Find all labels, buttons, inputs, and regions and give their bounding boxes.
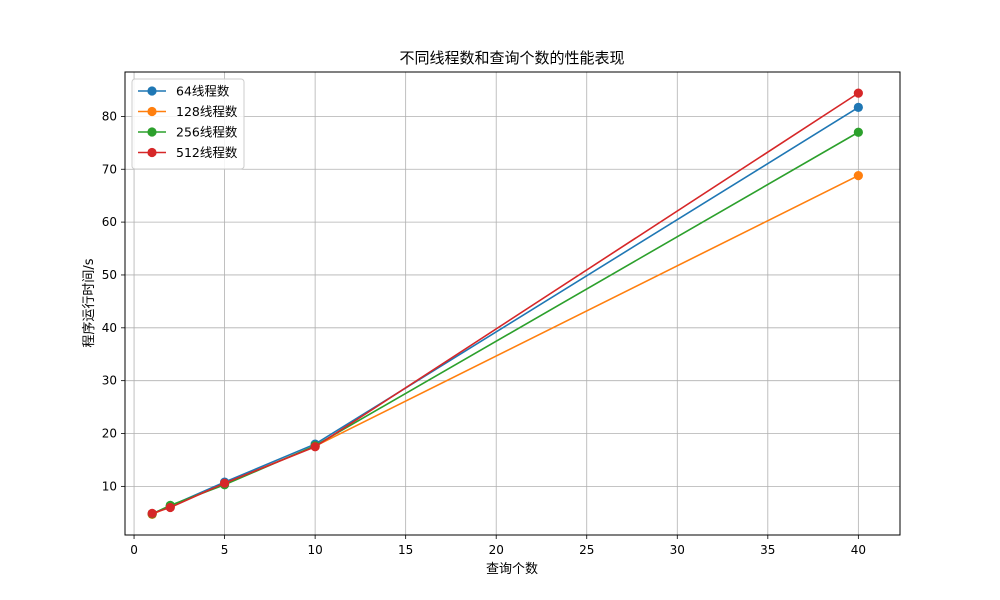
data-point	[310, 442, 320, 452]
legend-item: 64线程数	[138, 84, 230, 99]
series-line	[151, 92, 859, 515]
x-tick-label: 0	[130, 543, 138, 557]
x-tick-label: 35	[760, 543, 775, 557]
series-line	[151, 174, 859, 516]
y-tick-label: 60	[102, 215, 117, 229]
y-tick-label: 10	[102, 479, 117, 493]
y-tick-label: 40	[102, 321, 117, 335]
legend-label: 64线程数	[176, 84, 230, 99]
x-tick-label: 5	[221, 543, 229, 557]
data-point	[853, 102, 863, 113]
legend-swatch-marker	[147, 147, 157, 158]
grid	[125, 72, 900, 535]
y-tick-label: 20	[102, 427, 117, 441]
legend-label: 256线程数	[176, 125, 238, 140]
legend-item: 512线程数	[138, 145, 238, 160]
data-point	[147, 508, 157, 518]
y-tick-label: 70	[102, 162, 117, 176]
y-tick-label: 80	[102, 109, 117, 123]
x-tick-label: 30	[670, 543, 685, 557]
y-axis-title: 程序运行时间/s	[82, 258, 97, 347]
legend-swatch-marker	[147, 127, 157, 137]
x-axis-title: 查询个数	[486, 562, 538, 577]
data-point	[853, 170, 863, 181]
series-layer	[147, 88, 863, 519]
legend-box	[131, 78, 245, 170]
series-1	[147, 102, 863, 519]
data-point	[165, 502, 175, 513]
legend-swatch-marker	[147, 106, 157, 117]
series-4	[147, 88, 863, 518]
x-tick-label: 15	[398, 543, 413, 557]
legend-item: 256线程数	[138, 125, 238, 140]
legend-label: 128线程数	[176, 104, 238, 119]
y-tick-label: 30	[102, 374, 117, 388]
legend-item: 128线程数	[138, 104, 238, 119]
series-2	[147, 170, 863, 519]
legend-label: 512线程数	[176, 145, 238, 160]
axis-ticks: 0 5 10 15 20 25 30 35 40 10 20 30 40 50 60 70 80	[102, 109, 866, 557]
series-line	[151, 106, 859, 515]
x-tick-label: 40	[851, 543, 866, 557]
chart-title: 不同线程数和查询个数的性能表现	[399, 49, 624, 67]
x-tick-label: 10	[307, 543, 322, 557]
legend-swatch-marker	[147, 86, 157, 96]
plot-frame	[124, 71, 901, 536]
x-tick-label: 20	[489, 543, 504, 557]
x-tick-label: 25	[579, 543, 594, 557]
data-point	[853, 127, 863, 137]
legend: 64线程数 128线程数 256线程数 512线程数	[131, 78, 245, 170]
y-tick-label: 50	[102, 268, 117, 282]
data-point	[219, 478, 230, 488]
data-point	[853, 88, 863, 98]
